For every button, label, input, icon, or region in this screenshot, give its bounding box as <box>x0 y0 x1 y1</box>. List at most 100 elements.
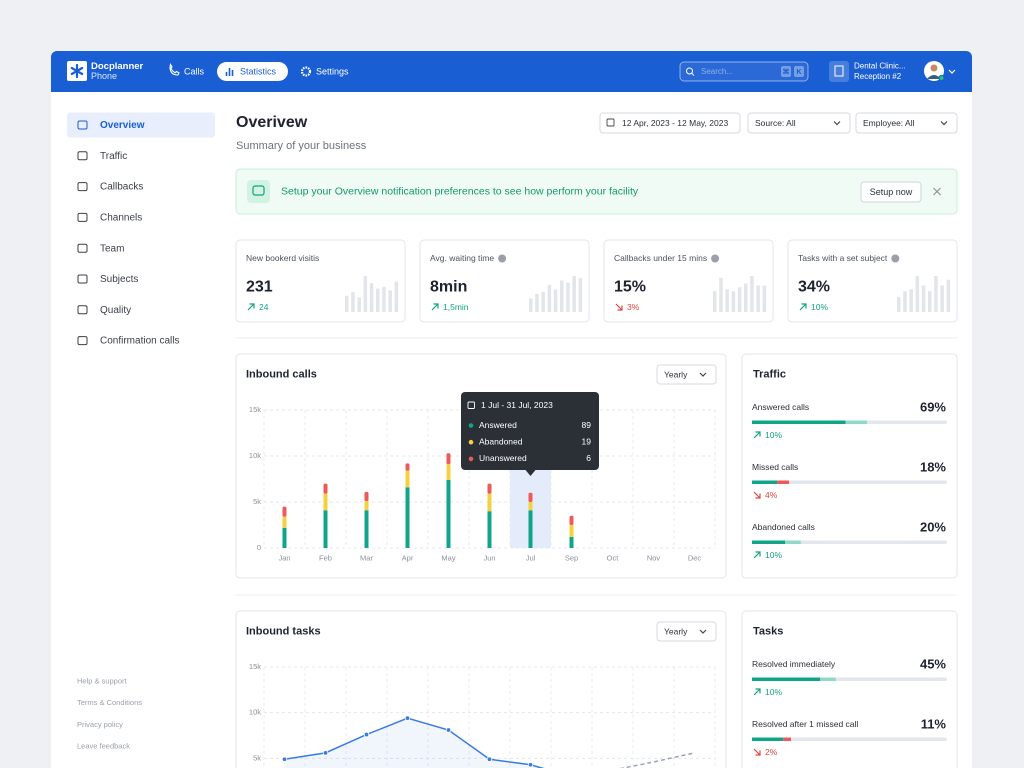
sidebar-icon <box>77 274 88 284</box>
spark-bar <box>940 285 944 312</box>
tooltip-value: 89 <box>582 420 592 430</box>
area <box>284 718 572 768</box>
metric-value: 69% <box>920 399 946 414</box>
sidebar-icon <box>77 151 88 161</box>
sidebar-icon <box>77 182 88 192</box>
point <box>363 731 370 738</box>
info-icon <box>498 254 507 263</box>
period-select[interactable] <box>656 364 717 385</box>
stat-label: New bookerd visitis <box>246 253 319 263</box>
spark-bar <box>351 292 355 312</box>
x-tick-label: Apr <box>402 553 414 562</box>
spark-bar <box>578 278 583 312</box>
search-box[interactable] <box>679 61 809 82</box>
bar-segment <box>528 492 533 502</box>
sidebar-active <box>67 112 215 138</box>
footer-link: Privacy policy <box>77 720 123 729</box>
clinic-reception: Reception #2 <box>854 72 902 81</box>
spark-bar <box>725 289 729 312</box>
spark-bar <box>756 285 760 312</box>
progress-segment <box>752 737 784 741</box>
banner-button[interactable] <box>860 181 922 203</box>
spark-bar <box>376 288 380 312</box>
tooltip-value: 19 <box>582 436 592 446</box>
stat-card <box>235 239 406 323</box>
progress-segment <box>777 480 790 484</box>
filter[interactable] <box>855 112 958 134</box>
metric-delta: 4% <box>765 490 778 500</box>
statistics-icon <box>225 68 234 76</box>
bar-segment <box>446 453 451 465</box>
stat-label: Callbacks under 15 mins <box>614 253 707 263</box>
progress-segment <box>752 540 786 544</box>
tooltip <box>461 392 599 470</box>
metric-value: 18% <box>920 459 946 474</box>
progress-segment <box>845 420 868 424</box>
line <box>284 717 545 768</box>
sidebar-item: Traffic <box>100 151 127 162</box>
tooltip-series: Unanswered <box>479 453 527 463</box>
filter-label: Employee: All <box>863 118 915 128</box>
filter[interactable] <box>747 112 851 134</box>
spark-bar <box>762 285 767 312</box>
stat-delta: 24 <box>259 302 269 312</box>
metric-value: 45% <box>920 656 946 671</box>
x-tick-label: Mar <box>360 553 373 562</box>
sidebar-item: Confirmation calls <box>100 336 179 347</box>
tooltip-calendar <box>467 401 475 409</box>
spark-bar <box>719 277 723 312</box>
sidebar-item: Subjects <box>100 274 138 285</box>
x-tick-label: Oct <box>607 553 620 562</box>
trend-arrow <box>753 491 761 499</box>
bar-segment <box>405 463 410 471</box>
status-dot <box>938 74 945 82</box>
spark-bar <box>731 291 736 312</box>
metric-value: 11% <box>921 716 947 731</box>
chart-card <box>235 610 727 768</box>
banner-close[interactable] <box>933 187 941 196</box>
shortcut-key-label: ⌘ <box>783 68 790 76</box>
sidebar-item: Overview <box>100 120 145 131</box>
bar-segment <box>446 464 451 480</box>
spark-bar <box>363 276 368 312</box>
metric-value: 20% <box>920 519 946 534</box>
stat-value: 15% <box>614 279 646 296</box>
product: Phone <box>91 71 117 81</box>
bar-segment <box>446 479 451 548</box>
point <box>404 715 411 721</box>
metric-label: Resolved after 1 missed call <box>752 719 858 729</box>
banner-icon <box>247 180 270 203</box>
tooltip-value: 6 <box>586 453 591 463</box>
info-icon <box>891 254 900 263</box>
sidebar-item: Quality <box>100 305 131 316</box>
spark-bar <box>897 296 901 312</box>
spark-bar <box>928 291 932 312</box>
sidebar-icon <box>77 120 88 130</box>
avatar-head <box>930 64 938 72</box>
avatar-body <box>927 75 941 79</box>
trend-arrow <box>615 303 623 311</box>
period-select[interactable] <box>656 621 717 642</box>
spark-bar <box>915 276 920 312</box>
filter[interactable] <box>599 112 741 134</box>
nav-active-pill[interactable] <box>217 62 288 81</box>
spark-bar <box>934 276 938 312</box>
banner <box>235 168 958 215</box>
bar-segment <box>364 491 369 502</box>
progress-segment <box>752 677 821 681</box>
x-tick-label: Sep <box>565 553 578 562</box>
nav-item: Settings <box>316 66 349 76</box>
spark-bar <box>553 289 558 312</box>
spark-bar <box>566 282 570 312</box>
sidebar-icon <box>77 336 88 346</box>
metric-label: Resolved immediately <box>752 659 836 669</box>
settings-icon <box>300 66 312 77</box>
shortcut-key-label: K <box>796 69 801 76</box>
stat-value: 231 <box>246 279 273 296</box>
page-subtitle: Summary of your business <box>236 140 367 152</box>
bar-segment <box>405 470 410 488</box>
sidebar-icon <box>77 305 88 315</box>
progress-track <box>752 480 947 484</box>
point <box>527 762 534 768</box>
